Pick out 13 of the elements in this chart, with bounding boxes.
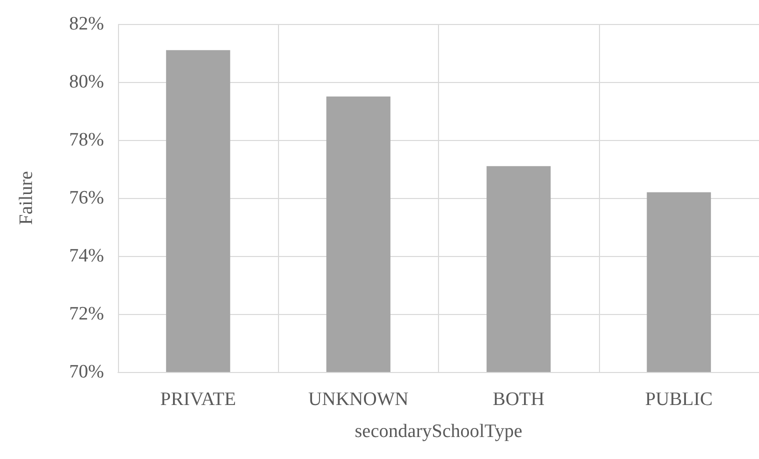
x-tick-label: PRIVATE bbox=[160, 389, 236, 410]
x-tick-label: BOTH bbox=[492, 389, 545, 410]
x-tick-label: UNKNOWN bbox=[308, 389, 409, 410]
y-tick-label: 76% bbox=[69, 188, 104, 208]
y-tick-label: 82% bbox=[69, 14, 104, 34]
y-tick-label: 70% bbox=[69, 362, 104, 382]
x-axis-title: secondarySchoolType bbox=[354, 421, 522, 442]
y-axis-title: Failure bbox=[16, 171, 37, 225]
y-tick-label: 72% bbox=[69, 304, 104, 324]
x-tick-label: PUBLIC bbox=[645, 389, 713, 410]
y-tick-label: 78% bbox=[69, 130, 104, 150]
y-tick-label: 74% bbox=[69, 246, 104, 266]
y-tick-label: 80% bbox=[69, 72, 104, 92]
